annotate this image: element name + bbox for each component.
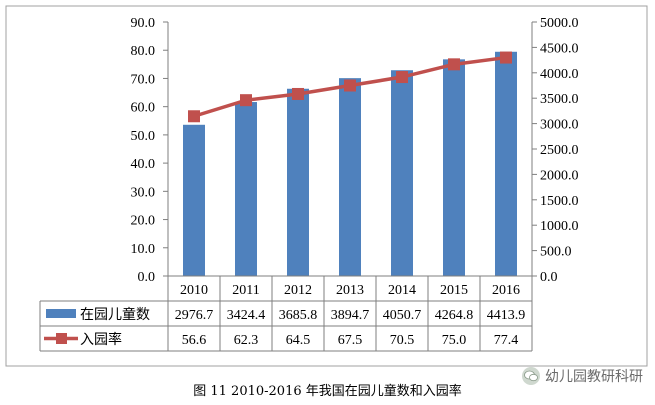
rate-point [396,71,408,84]
table-cell-value: 56.6 [182,333,207,348]
bar [235,102,257,276]
rate-point [344,79,356,92]
right-tick-label: 4500.0 [540,41,579,56]
left-tick-label: 10.0 [131,242,156,257]
left-tick-label: 20.0 [131,214,156,229]
table-cell-value: 3424.4 [227,308,266,323]
bar [339,78,361,277]
table-cell-value: 75.0 [442,333,467,348]
category-label: 2014 [388,283,416,298]
table-cell-value: 3685.8 [279,308,318,323]
caption-text: 图 11 2010-2016 年我国在园儿童数和入园率 [193,384,462,399]
category-label: 2011 [232,283,259,298]
legend-label-bars: 在园儿童数 [80,306,150,323]
rate-point [448,58,460,71]
wechat-icon [522,367,540,385]
table-cell-value: 4050.7 [383,308,422,323]
left-tick-label: 40.0 [131,157,156,172]
legend-label-line: 入园率 [80,331,122,348]
figure-caption: 图 11 2010-2016 年我国在园儿童数和入园率 [0,378,655,402]
right-tick-label: 3000.0 [540,118,579,133]
watermark-text: 幼儿园教研科研 [545,369,643,385]
left-tick-label: 50.0 [131,129,156,144]
left-tick-label: 0.0 [138,270,156,285]
category-label: 2012 [284,283,312,298]
right-tick-label: 5000.0 [540,16,579,31]
left-tick-label: 90.0 [131,16,156,31]
bar [287,88,309,277]
rate-point [240,94,252,107]
table-cell-value: 4413.9 [487,308,526,323]
left-tick-label: 60.0 [131,101,156,116]
category-label: 2010 [180,283,208,298]
chart-svg: 0.0 10.0 20.0 30.0 40.0 50.0 60.0 70.0 80.0 90.0 0… [5,5,648,367]
table-cell-value: 64.5 [286,333,311,348]
category-label: 2013 [336,283,364,298]
bar [443,59,465,276]
right-tick-label: 1000.0 [540,219,579,234]
right-tick-label: 0.0 [540,270,558,285]
legend-bar-swatch [46,309,76,318]
right-tick-label: 4000.0 [540,67,579,82]
rate-point [292,87,304,100]
bar [495,51,517,276]
bar [183,124,205,277]
category-label: 2016 [492,283,520,298]
left-tick-label: 30.0 [131,185,156,200]
watermark: 幼儿园教研科研 [522,366,643,386]
table-cell-value: 3894.7 [331,308,370,323]
table-cell-value: 62.3 [234,333,259,348]
table-cell-value: 2976.7 [175,308,214,323]
right-tick-label: 1500.0 [540,194,579,209]
category-label: 2015 [440,283,468,298]
table-cell-value: 70.5 [390,333,415,348]
right-tick-label: 3500.0 [540,92,579,107]
rate-point [500,51,512,64]
left-tick-label: 70.0 [131,72,156,87]
legend-line-marker [56,333,67,344]
chart-border [5,5,648,367]
right-tick-label: 500.0 [540,245,572,260]
right-tick-label: 2500.0 [540,143,579,158]
table-cell-value: 67.5 [338,333,363,348]
table-cell-value: 77.4 [494,333,519,348]
left-tick-label: 80.0 [131,44,156,59]
rate-point [188,110,200,123]
right-tick-label: 2000.0 [540,168,579,183]
bar [391,70,413,276]
table-cell-value: 4264.8 [435,308,474,323]
